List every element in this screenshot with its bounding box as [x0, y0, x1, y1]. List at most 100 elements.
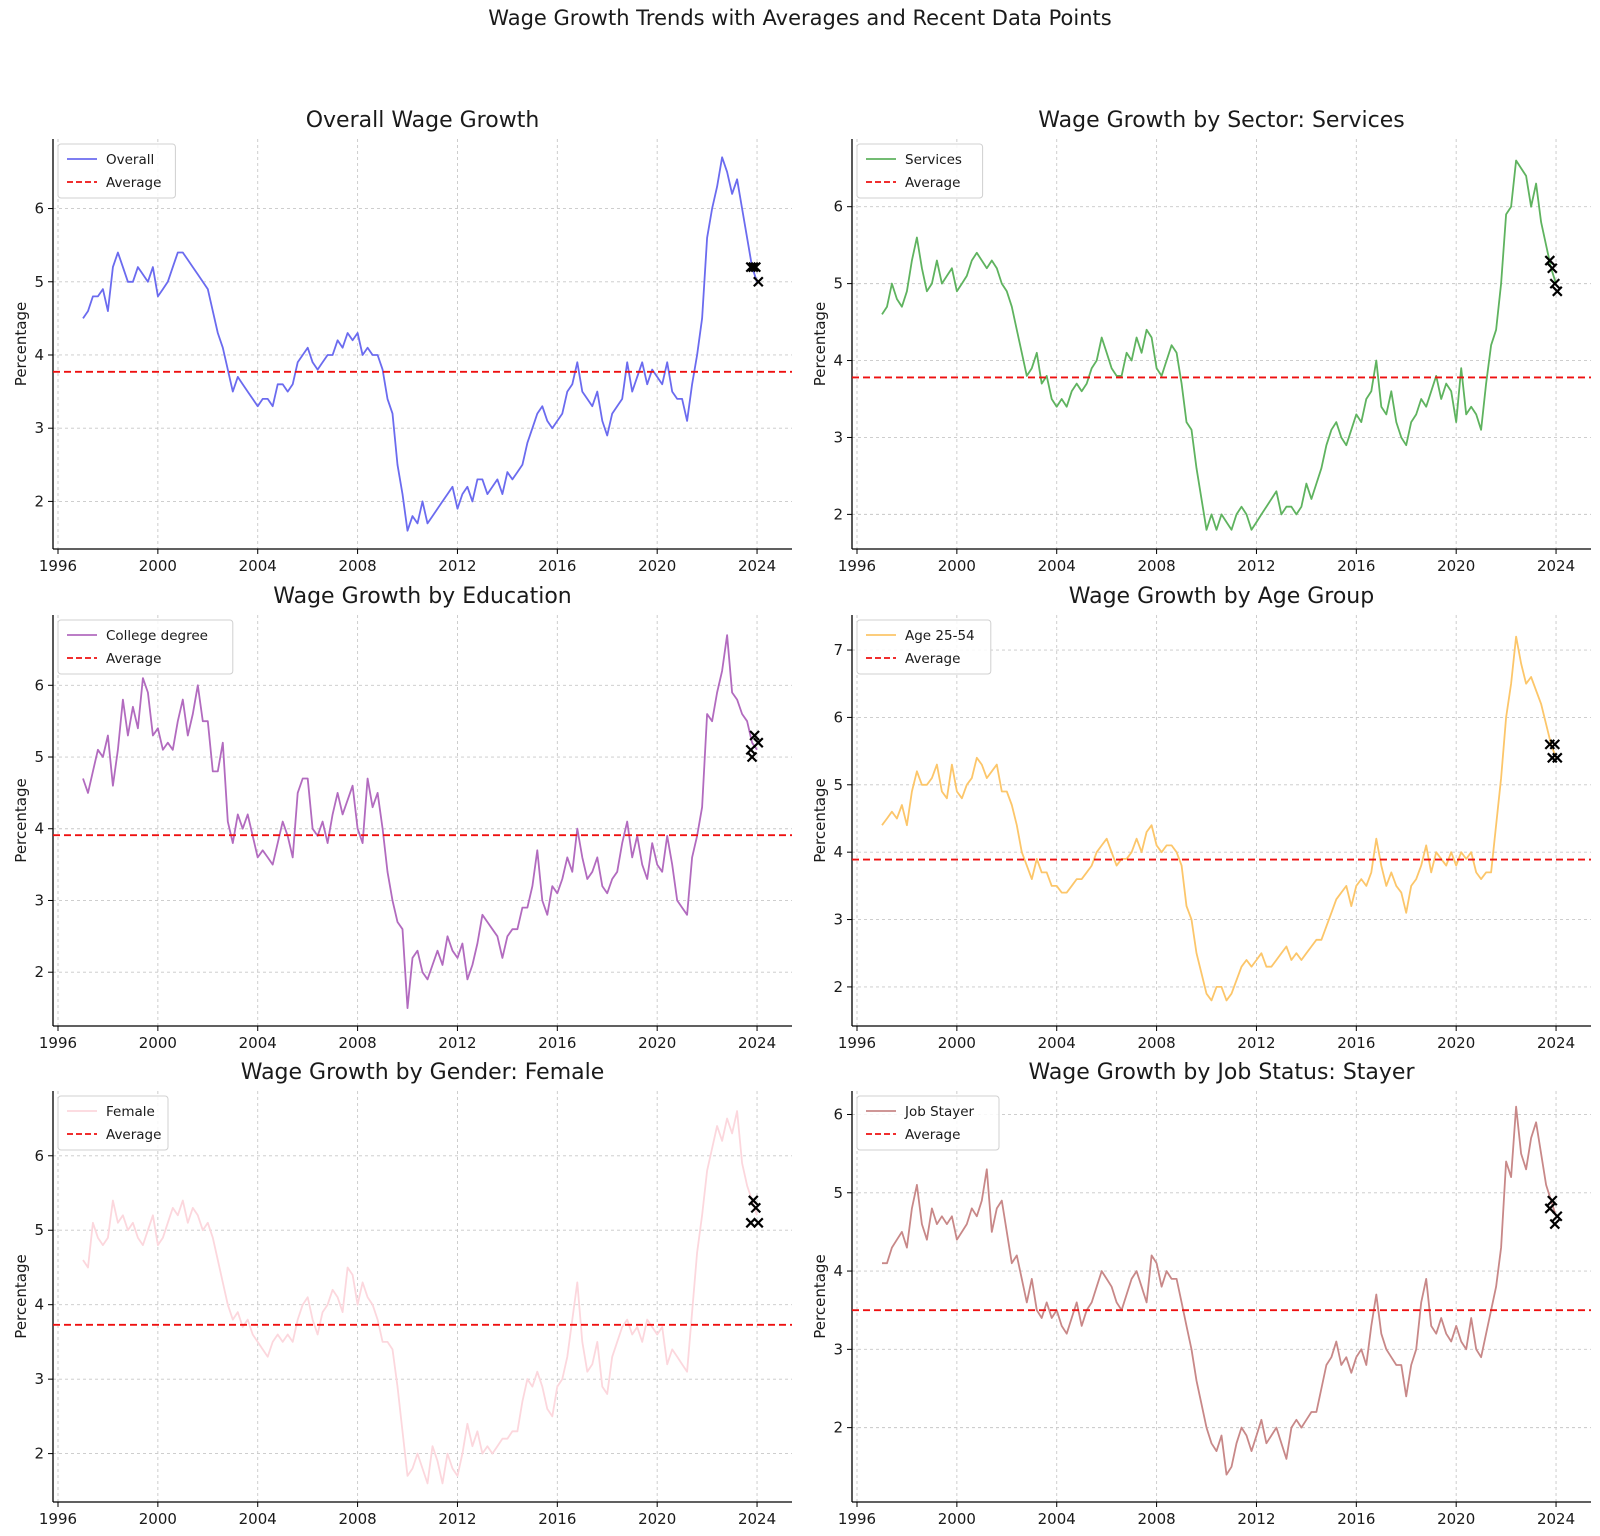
legend-series-label: Age 25-54: [905, 628, 975, 644]
legend-average-label: Average: [106, 651, 161, 667]
y-tick-label: 6: [833, 708, 843, 726]
y-tick-label: 2: [34, 492, 44, 510]
subplot-title: Wage Growth by Education: [273, 584, 571, 609]
y-tick-label: 2: [34, 1445, 44, 1463]
x-tick-label: 2008: [338, 1510, 376, 1528]
x-tick-label: 2004: [1038, 557, 1076, 575]
x-tick-label: 2000: [938, 1034, 976, 1052]
recent-point-marker: [1552, 752, 1563, 764]
y-tick-label: 2: [34, 963, 44, 981]
subplot-title: Wage Growth by Age Group: [1069, 584, 1374, 609]
series-line: [882, 1105, 1557, 1476]
y-tick-label: 2: [833, 1419, 843, 1437]
legend-box: [57, 1095, 169, 1151]
y-tick-label: 6: [34, 676, 44, 694]
x-tick-label: 2020: [1437, 557, 1475, 575]
series-line: [881, 635, 1557, 1002]
y-axis-label: Percentage: [811, 778, 829, 862]
y-tick-label: 4: [34, 1296, 44, 1314]
y-tick-label: 6: [833, 1105, 843, 1123]
recent-point-marker: [748, 261, 759, 273]
series-line: [881, 159, 1557, 531]
legend-average-label: Average: [905, 1127, 960, 1143]
recent-point-marker: [1544, 1203, 1556, 1214]
y-axis-label: Percentage: [12, 302, 30, 386]
recent-point-marker: [1549, 1218, 1561, 1230]
y-axis-label: Percentage: [12, 1254, 30, 1338]
y-tick-label: 5: [34, 273, 44, 291]
x-tick-label: 1996: [39, 557, 77, 575]
legend-average-label: Average: [905, 651, 960, 667]
y-axis-label: Percentage: [811, 1254, 829, 1338]
x-tick-label: 1996: [39, 1510, 77, 1528]
x-tick-label: 2000: [938, 1510, 976, 1528]
subplot-5: Wage Growth by Gender: Female 1996 2000 200…: [12, 1060, 792, 1528]
subplot-title: Wage Growth by Gender: Female: [241, 1060, 605, 1085]
legend: College degree Average: [57, 619, 234, 675]
y-tick-label: 6: [833, 198, 843, 216]
y-tick-label: 3: [833, 1340, 843, 1358]
x-tick-label: 1996: [838, 557, 876, 575]
legend-average-label: Average: [905, 175, 960, 191]
x-tick-label: 2012: [438, 1510, 476, 1528]
recent-point-marker: [750, 1202, 762, 1214]
legend: Services Average: [856, 143, 984, 199]
series-line: [82, 634, 758, 1009]
subplot-title: Wage Growth by Job Status: Stayer: [1028, 1060, 1415, 1085]
legend: Job Stayer Average: [856, 1095, 1000, 1151]
legend-average-label: Average: [106, 1127, 161, 1143]
legend-average-label: Average: [106, 175, 161, 191]
y-axis-label: Percentage: [811, 302, 829, 386]
x-tick-label: 2000: [938, 557, 976, 575]
legend-series-label: Female: [106, 1104, 155, 1120]
x-tick-label: 1996: [838, 1510, 876, 1528]
y-tick-label: 3: [34, 891, 44, 909]
x-tick-label: 2000: [139, 1034, 177, 1052]
legend: Female Average: [57, 1095, 169, 1151]
x-tick-label: 2020: [638, 1510, 676, 1528]
legend-box: [856, 143, 984, 199]
y-tick-label: 5: [34, 748, 44, 766]
x-tick-label: 2020: [638, 557, 676, 575]
x-tick-label: 2012: [1237, 1510, 1275, 1528]
x-tick-label: 2024: [1537, 1034, 1575, 1052]
recent-point-marker: [749, 730, 760, 741]
x-tick-label: 2024: [738, 1034, 776, 1052]
legend-series-label: Overall: [106, 152, 154, 168]
y-tick-label: 5: [833, 275, 843, 293]
recent-point-marker: [1544, 255, 1556, 266]
x-tick-label: 2016: [1337, 1510, 1375, 1528]
legend-box: [856, 1095, 1000, 1151]
x-tick-label: 2000: [139, 557, 177, 575]
recent-point-marker: [753, 1217, 764, 1229]
x-tick-label: 2020: [1437, 1034, 1475, 1052]
legend-box: [856, 619, 992, 675]
y-axis-label: Percentage: [12, 778, 30, 862]
subplot-3: Wage Growth by Education 1996 2000 2004 2008…: [12, 584, 792, 1052]
y-tick-label: 7: [833, 641, 843, 659]
y-tick-label: 3: [833, 911, 843, 929]
x-tick-label: 2016: [538, 557, 576, 575]
subplot-6: Wage Growth by Job Status: Stayer 1996 200…: [811, 1060, 1591, 1528]
y-tick-label: 3: [34, 419, 44, 437]
x-tick-label: 2016: [1337, 1034, 1375, 1052]
x-tick-label: 2004: [1038, 1510, 1076, 1528]
x-tick-label: 2012: [1237, 1034, 1275, 1052]
x-tick-label: 1996: [39, 1034, 77, 1052]
y-tick-label: 3: [833, 428, 843, 446]
x-tick-label: 2000: [139, 1510, 177, 1528]
y-tick-label: 2: [833, 978, 843, 996]
recent-point-marker: [1549, 739, 1561, 750]
recent-point-marker: [750, 261, 762, 273]
y-tick-label: 4: [34, 346, 44, 364]
y-tick-label: 4: [833, 843, 843, 861]
legend: Overall Average: [57, 143, 176, 199]
x-tick-label: 2020: [638, 1034, 676, 1052]
x-tick-label: 2012: [438, 1034, 476, 1052]
recent-point-marker: [753, 276, 764, 288]
x-tick-label: 2024: [738, 557, 776, 575]
recent-point-marker: [746, 751, 758, 763]
x-tick-label: 2008: [1137, 1034, 1175, 1052]
recent-point-marker: [1547, 1195, 1558, 1206]
